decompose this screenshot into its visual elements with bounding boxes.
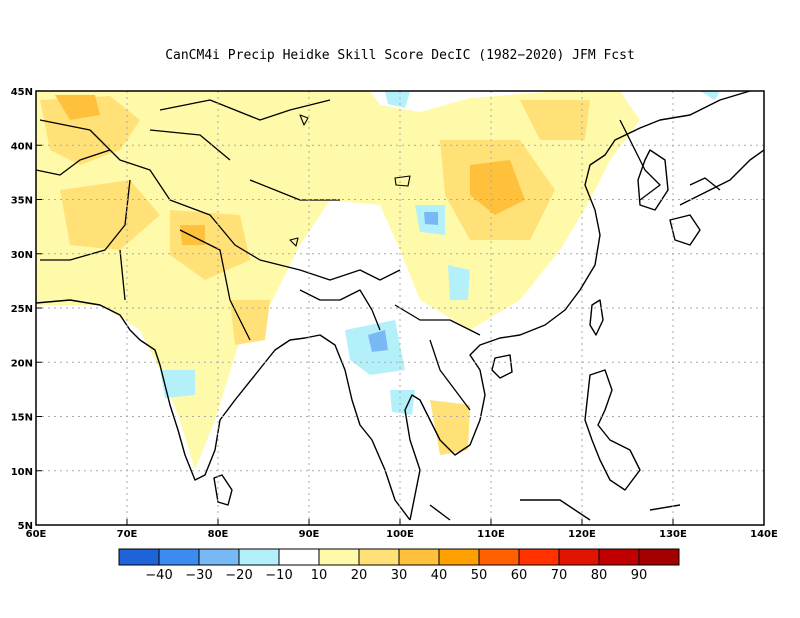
colorbar-label: −10: [265, 568, 292, 583]
colorbar-swatch: [558, 548, 600, 566]
skill-region-mid-positive: [520, 100, 590, 140]
longitude-tick-label: 60E: [26, 529, 47, 540]
longitude-tick-label: 120E: [568, 529, 596, 540]
longitude-tick-label: 80E: [208, 529, 229, 540]
skill-region-high-positive: [470, 160, 525, 215]
inland-lakes: [289, 114, 411, 247]
latitude-tick-label: 30N: [11, 250, 33, 261]
skill-region-low-negative: [700, 91, 720, 100]
colorbar-swatch: [438, 548, 480, 566]
colorbar-swatch: [518, 548, 560, 566]
lat-lon-grid: [36, 91, 764, 525]
latitude-tick-label: 25N: [11, 304, 33, 315]
skill-region-mid-positive: [230, 300, 270, 345]
japan-islands: [669, 149, 764, 246]
latitude-tick-label: 10N: [11, 467, 33, 478]
skill-region-mid-negative: [424, 212, 438, 225]
longitude-ticks: 60E 70E 80E 90E 100E 110E 120E 130E 140E: [26, 519, 778, 540]
colorbar-label: 60: [511, 568, 528, 583]
colorbar-swatch: [118, 548, 160, 566]
latitude-tick-label: 20N: [11, 358, 33, 369]
skill-region-mid-positive: [60, 180, 160, 250]
colorbar-swatch: [358, 548, 400, 566]
longitude-tick-label: 140E: [750, 529, 778, 540]
borneo-sumatra-fragments: [429, 499, 681, 521]
colorbar-label: 80: [591, 568, 608, 583]
coastline-and-borders: [36, 91, 764, 521]
skill-shading: [36, 91, 720, 470]
latitude-tick-label: 40N: [11, 141, 33, 152]
longitude-tick-label: 130E: [659, 529, 687, 540]
skill-region-low-negative: [448, 265, 470, 300]
latitude-tick-label: 15N: [11, 413, 33, 424]
latitude-tick-label: 45N: [11, 87, 33, 98]
colorbar-swatch: [278, 548, 320, 566]
colorbar-label: −20: [225, 568, 252, 583]
colorbar-swatch: [318, 548, 360, 566]
colorbar-swatch: [478, 548, 520, 566]
skill-region-high-positive: [180, 225, 205, 245]
colorbar-label: 90: [631, 568, 648, 583]
coastline-indochina: [404, 91, 751, 521]
skill-region-mid-negative: [368, 330, 388, 352]
skill-region-mid-positive: [430, 400, 470, 455]
colorbar-swatch: [398, 548, 440, 566]
colorbar-swatch: [198, 548, 240, 566]
colorbar-label: 70: [551, 568, 568, 583]
colorbar-label: 10: [311, 568, 328, 583]
latitude-tick-label: 35N: [11, 196, 33, 207]
colorbar-label: −30: [185, 568, 212, 583]
colorbar-label: 50: [471, 568, 488, 583]
korea-peninsula: [637, 149, 669, 211]
hainan: [491, 354, 513, 379]
skill-region-low-negative: [385, 92, 410, 108]
longitude-tick-label: 110E: [477, 529, 505, 540]
skill-region-low-positive: [36, 91, 640, 470]
colorbar-label: −40: [145, 568, 172, 583]
colorbar-swatch: [598, 548, 640, 566]
philippines: [584, 369, 641, 491]
colorbar: −40 −30 −20 −10 10 20 30 40 50 60 70 80 90: [118, 548, 680, 583]
longitude-tick-label: 70E: [117, 529, 138, 540]
skill-region-high-positive: [55, 95, 100, 120]
longitude-tick-label: 90E: [299, 529, 320, 540]
longitude-tick-label: 100E: [386, 529, 414, 540]
colorbar-label: 30: [391, 568, 408, 583]
colorbar-label: 40: [431, 568, 448, 583]
skill-region-low-negative: [160, 370, 195, 398]
colorbar-swatch: [638, 548, 680, 566]
skill-region-low-negative: [390, 390, 415, 415]
latitude-ticks: 5N 10N 15N 20N 25N 30N 35N 40N 45N: [11, 87, 42, 532]
colorbar-swatch: [158, 548, 200, 566]
colorbar-label: 20: [351, 568, 368, 583]
taiwan: [589, 299, 604, 336]
map-title: CanCM4i Precip Heidke Skill Score DecIC …: [165, 48, 635, 63]
latitude-tick-label: 5N: [18, 521, 33, 532]
colorbar-swatch: [238, 548, 280, 566]
sri-lanka: [213, 474, 233, 506]
